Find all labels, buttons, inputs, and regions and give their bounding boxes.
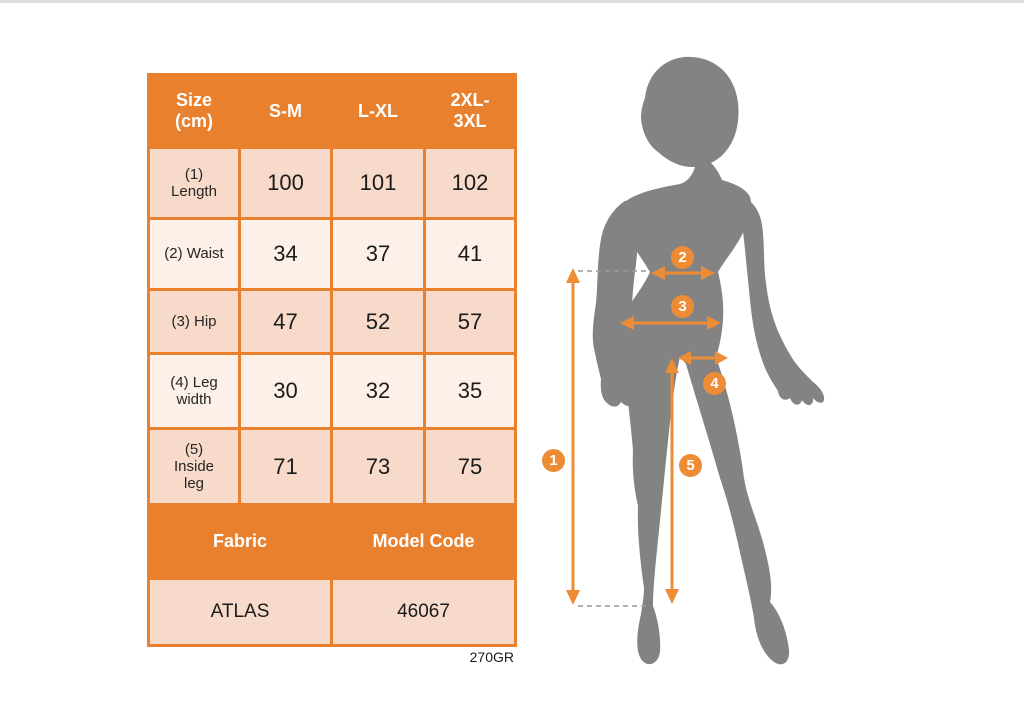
top-border [0, 0, 1024, 3]
measurement-badge-3: 3 [671, 295, 694, 318]
silhouette-body-legs [618, 155, 790, 665]
row-label-hip: (3) Hip [147, 288, 241, 355]
row-label-waist: (2) Waist [147, 217, 241, 291]
measurement-arrow-5 [665, 358, 679, 604]
model-code-header: Model Code [330, 503, 517, 580]
size-value: 47 [238, 288, 333, 355]
silhouette-right-arm [741, 198, 825, 406]
table-row-leg-width: (4) Leg width 30 32 35 [147, 352, 517, 430]
column-header-2xl3xl: 2XL- 3XL [423, 73, 517, 149]
size-value: 34 [238, 217, 333, 291]
woman-silhouette [592, 56, 825, 665]
silhouette-head [641, 56, 739, 167]
fabric-value: ATLAS [147, 577, 333, 647]
info-header-row: Fabric Model Code [147, 503, 517, 580]
size-value: 52 [330, 288, 426, 355]
size-value: 30 [238, 352, 333, 430]
column-header-size: Size (cm) [147, 73, 241, 149]
fabric-header: Fabric [147, 503, 333, 580]
size-value: 100 [238, 146, 333, 220]
measurement-arrow-4 [678, 351, 728, 365]
table-row-waist: (2) Waist 34 37 41 [147, 217, 517, 291]
measurement-figure [566, 56, 825, 665]
row-label-inside-leg: (5) Inside leg [147, 427, 241, 506]
size-value: 57 [423, 288, 517, 355]
size-value: 71 [238, 427, 333, 506]
table-row-inside-leg: (5) Inside leg 71 73 75 [147, 427, 517, 506]
size-value: 37 [330, 217, 426, 291]
size-value: 73 [330, 427, 426, 506]
size-table: Size (cm) S-M L-XL 2XL- 3XL (1) Length 1… [147, 73, 517, 647]
size-value: 35 [423, 352, 517, 430]
size-value: 75 [423, 427, 517, 506]
table-header-row: Size (cm) S-M L-XL 2XL- 3XL [147, 73, 517, 149]
row-label-leg-width: (4) Leg width [147, 352, 241, 430]
table-row-length: (1) Length 100 101 102 [147, 146, 517, 220]
silhouette-left-arm [592, 200, 646, 407]
column-header-lxl: L-XL [330, 73, 426, 149]
size-value: 32 [330, 352, 426, 430]
measurement-arrow-3 [620, 316, 721, 330]
measurement-badge-2: 2 [671, 246, 694, 269]
measurement-badge-1: 1 [542, 449, 565, 472]
size-value: 101 [330, 146, 426, 220]
model-code-value: 46067 [330, 577, 517, 647]
size-value: 41 [423, 217, 517, 291]
measurement-arrow-1 [566, 268, 580, 605]
size-value: 102 [423, 146, 517, 220]
measurement-badge-4: 4 [703, 372, 726, 395]
row-label-length: (1) Length [147, 146, 241, 220]
info-value-row: ATLAS 46067 [147, 577, 517, 647]
measurement-badge-5: 5 [679, 454, 702, 477]
measurement-arrow-2 [651, 266, 715, 280]
weight-note: 270GR [469, 649, 514, 665]
column-header-sm: S-M [238, 73, 333, 149]
table-row-hip: (3) Hip 47 52 57 [147, 288, 517, 355]
